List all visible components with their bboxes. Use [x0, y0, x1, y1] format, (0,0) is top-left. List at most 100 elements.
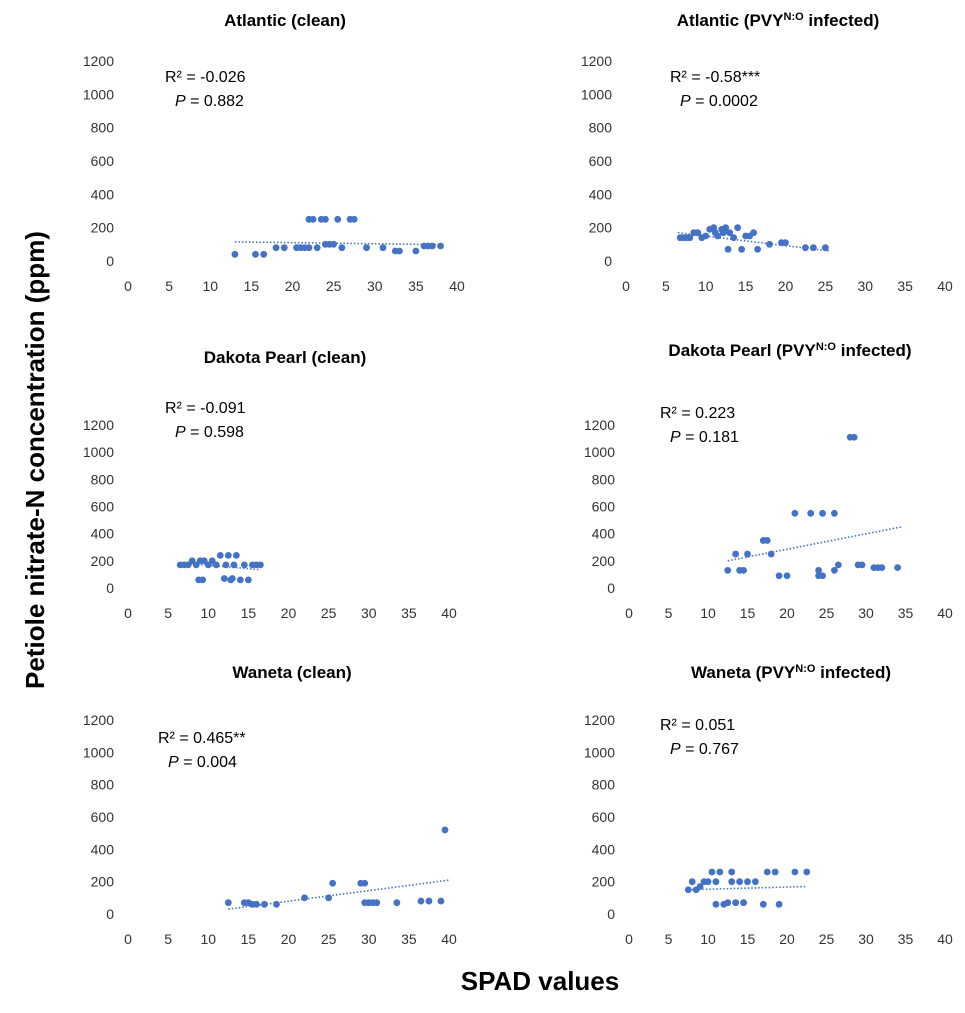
x-tick-label: 15: [241, 605, 257, 621]
x-tick-label: 10: [700, 605, 716, 621]
x-tick-label: 20: [779, 605, 795, 621]
data-point: [714, 232, 722, 240]
data-point: [766, 240, 773, 248]
y-tick-label: 1000: [581, 86, 612, 102]
y-tick-label: 0: [106, 906, 114, 922]
y-tick-label: 800: [592, 777, 616, 793]
data-point: [702, 232, 710, 240]
p-value: = 0.004: [179, 754, 237, 771]
x-tick-label: 25: [321, 605, 337, 621]
data-point: [752, 878, 759, 886]
x-tick-label: 15: [740, 931, 756, 947]
data-point: [313, 244, 321, 252]
y-tick-label: 1200: [581, 53, 612, 69]
x-tick-label: 10: [698, 278, 714, 294]
x-tick-label: 0: [124, 931, 132, 947]
data-point: [803, 868, 811, 876]
data-point: [261, 900, 268, 908]
data-point: [850, 433, 858, 441]
y-tick-label: 200: [589, 220, 613, 236]
data-point: [815, 566, 822, 574]
x-tick-label: 25: [321, 931, 337, 947]
data-point: [396, 247, 403, 255]
p-value: = 0.882: [186, 93, 244, 110]
r-squared-label: R² = 0.465**: [158, 730, 246, 747]
data-point: [441, 826, 449, 834]
data-point: [257, 561, 264, 569]
x-tick-label: 0: [124, 605, 132, 621]
x-tick-label: 10: [202, 278, 218, 294]
data-point: [878, 564, 886, 572]
panel-title-superscript: N:O: [795, 663, 816, 675]
x-tick-label: 30: [858, 605, 874, 621]
p-symbol: P: [175, 424, 186, 441]
data-point: [819, 509, 826, 517]
data-point: [834, 561, 842, 569]
data-point: [726, 229, 734, 237]
x-tick-label: 15: [740, 605, 756, 621]
x-tick-label: 0: [625, 931, 633, 947]
x-tick-label: 5: [164, 931, 172, 947]
data-point: [329, 879, 337, 887]
x-tick-label: 25: [326, 278, 342, 294]
data-point: [716, 868, 724, 876]
panel-title-tail: infected): [804, 11, 880, 30]
data-point: [236, 576, 244, 584]
data-point: [740, 566, 747, 574]
panel-title-main: Atlantic (PVY: [677, 11, 784, 30]
data-point: [309, 215, 317, 223]
x-tick-label: 0: [124, 278, 132, 294]
panel-title-main: Dakota Pearl (clean): [204, 348, 367, 367]
x-tick-label: 40: [449, 278, 465, 294]
data-point: [782, 239, 789, 247]
panel-title-superscript: N:O: [816, 341, 837, 353]
data-point: [686, 234, 694, 242]
p-symbol: P: [670, 741, 681, 758]
y-tick-label: 1200: [83, 417, 114, 433]
r-squared-label: R² = -0.58***: [670, 69, 760, 86]
panel-title: Dakota Pearl (clean): [204, 348, 367, 367]
p-value: = 0.181: [681, 429, 739, 446]
data-point: [363, 244, 370, 252]
x-tick-label: 35: [898, 931, 914, 947]
data-point: [437, 242, 444, 250]
data-point: [807, 509, 815, 517]
data-point: [334, 215, 342, 223]
panel-title-main: Atlantic (clean): [224, 11, 346, 30]
data-point: [240, 561, 248, 569]
data-point: [224, 552, 232, 559]
data-point: [775, 572, 783, 580]
x-tick-label: 30: [367, 278, 383, 294]
data-point: [708, 868, 716, 876]
x-tick-label: 20: [779, 931, 795, 947]
p-value: = 0.767: [681, 741, 739, 758]
data-point: [712, 878, 720, 886]
data-point: [763, 868, 771, 876]
y-tick-label: 0: [106, 580, 114, 596]
data-point: [696, 883, 704, 890]
y-tick-label: 600: [592, 809, 616, 825]
y-tick-label: 800: [91, 777, 115, 793]
data-point: [738, 245, 746, 253]
x-tick-label: 25: [819, 931, 835, 947]
y-tick-label: 0: [607, 580, 615, 596]
x-tick-label: 35: [408, 278, 424, 294]
data-point: [819, 572, 826, 580]
data-point: [272, 244, 280, 252]
data-point: [724, 566, 732, 574]
data-point: [393, 899, 401, 907]
x-tick-label: 15: [738, 278, 754, 294]
y-tick-label: 800: [91, 471, 115, 487]
data-point: [216, 552, 224, 559]
scatter-panel: Dakota Pearl (clean)02004006008001000120…: [83, 348, 457, 621]
data-point: [688, 878, 696, 886]
data-point: [831, 566, 838, 574]
r-squared-label: R² = 0.051: [660, 717, 735, 734]
y-tick-label: 400: [91, 186, 115, 202]
y-tick-label: 400: [91, 841, 115, 857]
data-point: [821, 244, 829, 252]
data-point: [437, 897, 445, 905]
data-point: [232, 552, 240, 559]
data-point: [728, 878, 736, 886]
data-point: [810, 244, 817, 252]
